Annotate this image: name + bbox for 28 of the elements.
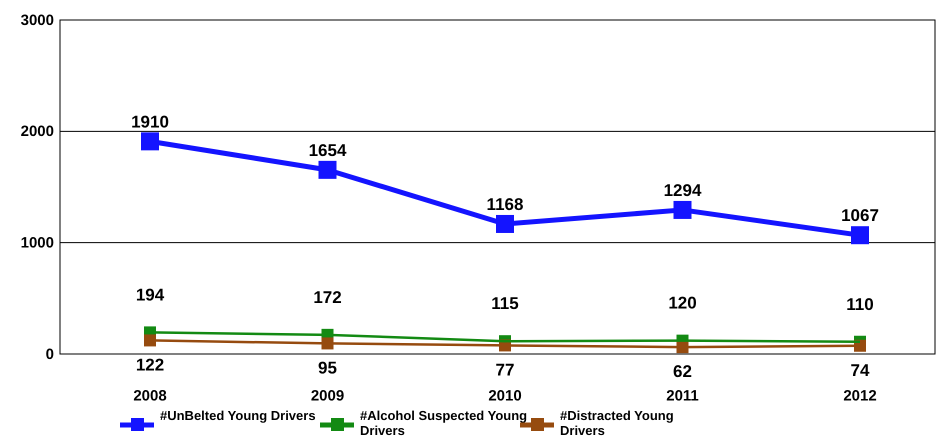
legend-label: #Alcohol Suspected Young Drivers (360, 408, 528, 438)
data-label: 77 (496, 360, 514, 380)
y-tick-label: 2000 (20, 123, 54, 140)
data-label: 1168 (486, 194, 524, 214)
x-tick-label: 2010 (488, 388, 522, 405)
y-tick-label: 1000 (20, 234, 54, 252)
data-label: 95 (318, 358, 337, 378)
data-label: 194 (136, 285, 165, 304)
y-tick-label: 3000 (20, 12, 54, 29)
data-label: 1654 (308, 140, 347, 160)
data-label: 115 (491, 294, 519, 314)
y-tick-label: 0 (46, 346, 54, 363)
x-tick-label: 2011 (666, 388, 699, 405)
data-label: 122 (136, 355, 164, 374)
data-label: 74 (850, 360, 870, 380)
x-tick-label: 2012 (843, 388, 877, 405)
data-label: 1067 (841, 206, 879, 226)
data-label: 1294 (664, 180, 702, 200)
x-tick-label: 2009 (310, 388, 344, 405)
x-tick-label: 2008 (133, 388, 167, 405)
data-label: 172 (313, 288, 342, 307)
data-label: 62 (673, 362, 692, 382)
data-label: 110 (846, 294, 874, 314)
legend-label: #Distracted Young Drivers (560, 408, 674, 438)
point (144, 334, 156, 346)
legend-label: #UnBelted Young Drivers (160, 408, 316, 423)
data-label: 1910 (131, 112, 169, 132)
data-label: 120 (668, 294, 697, 313)
